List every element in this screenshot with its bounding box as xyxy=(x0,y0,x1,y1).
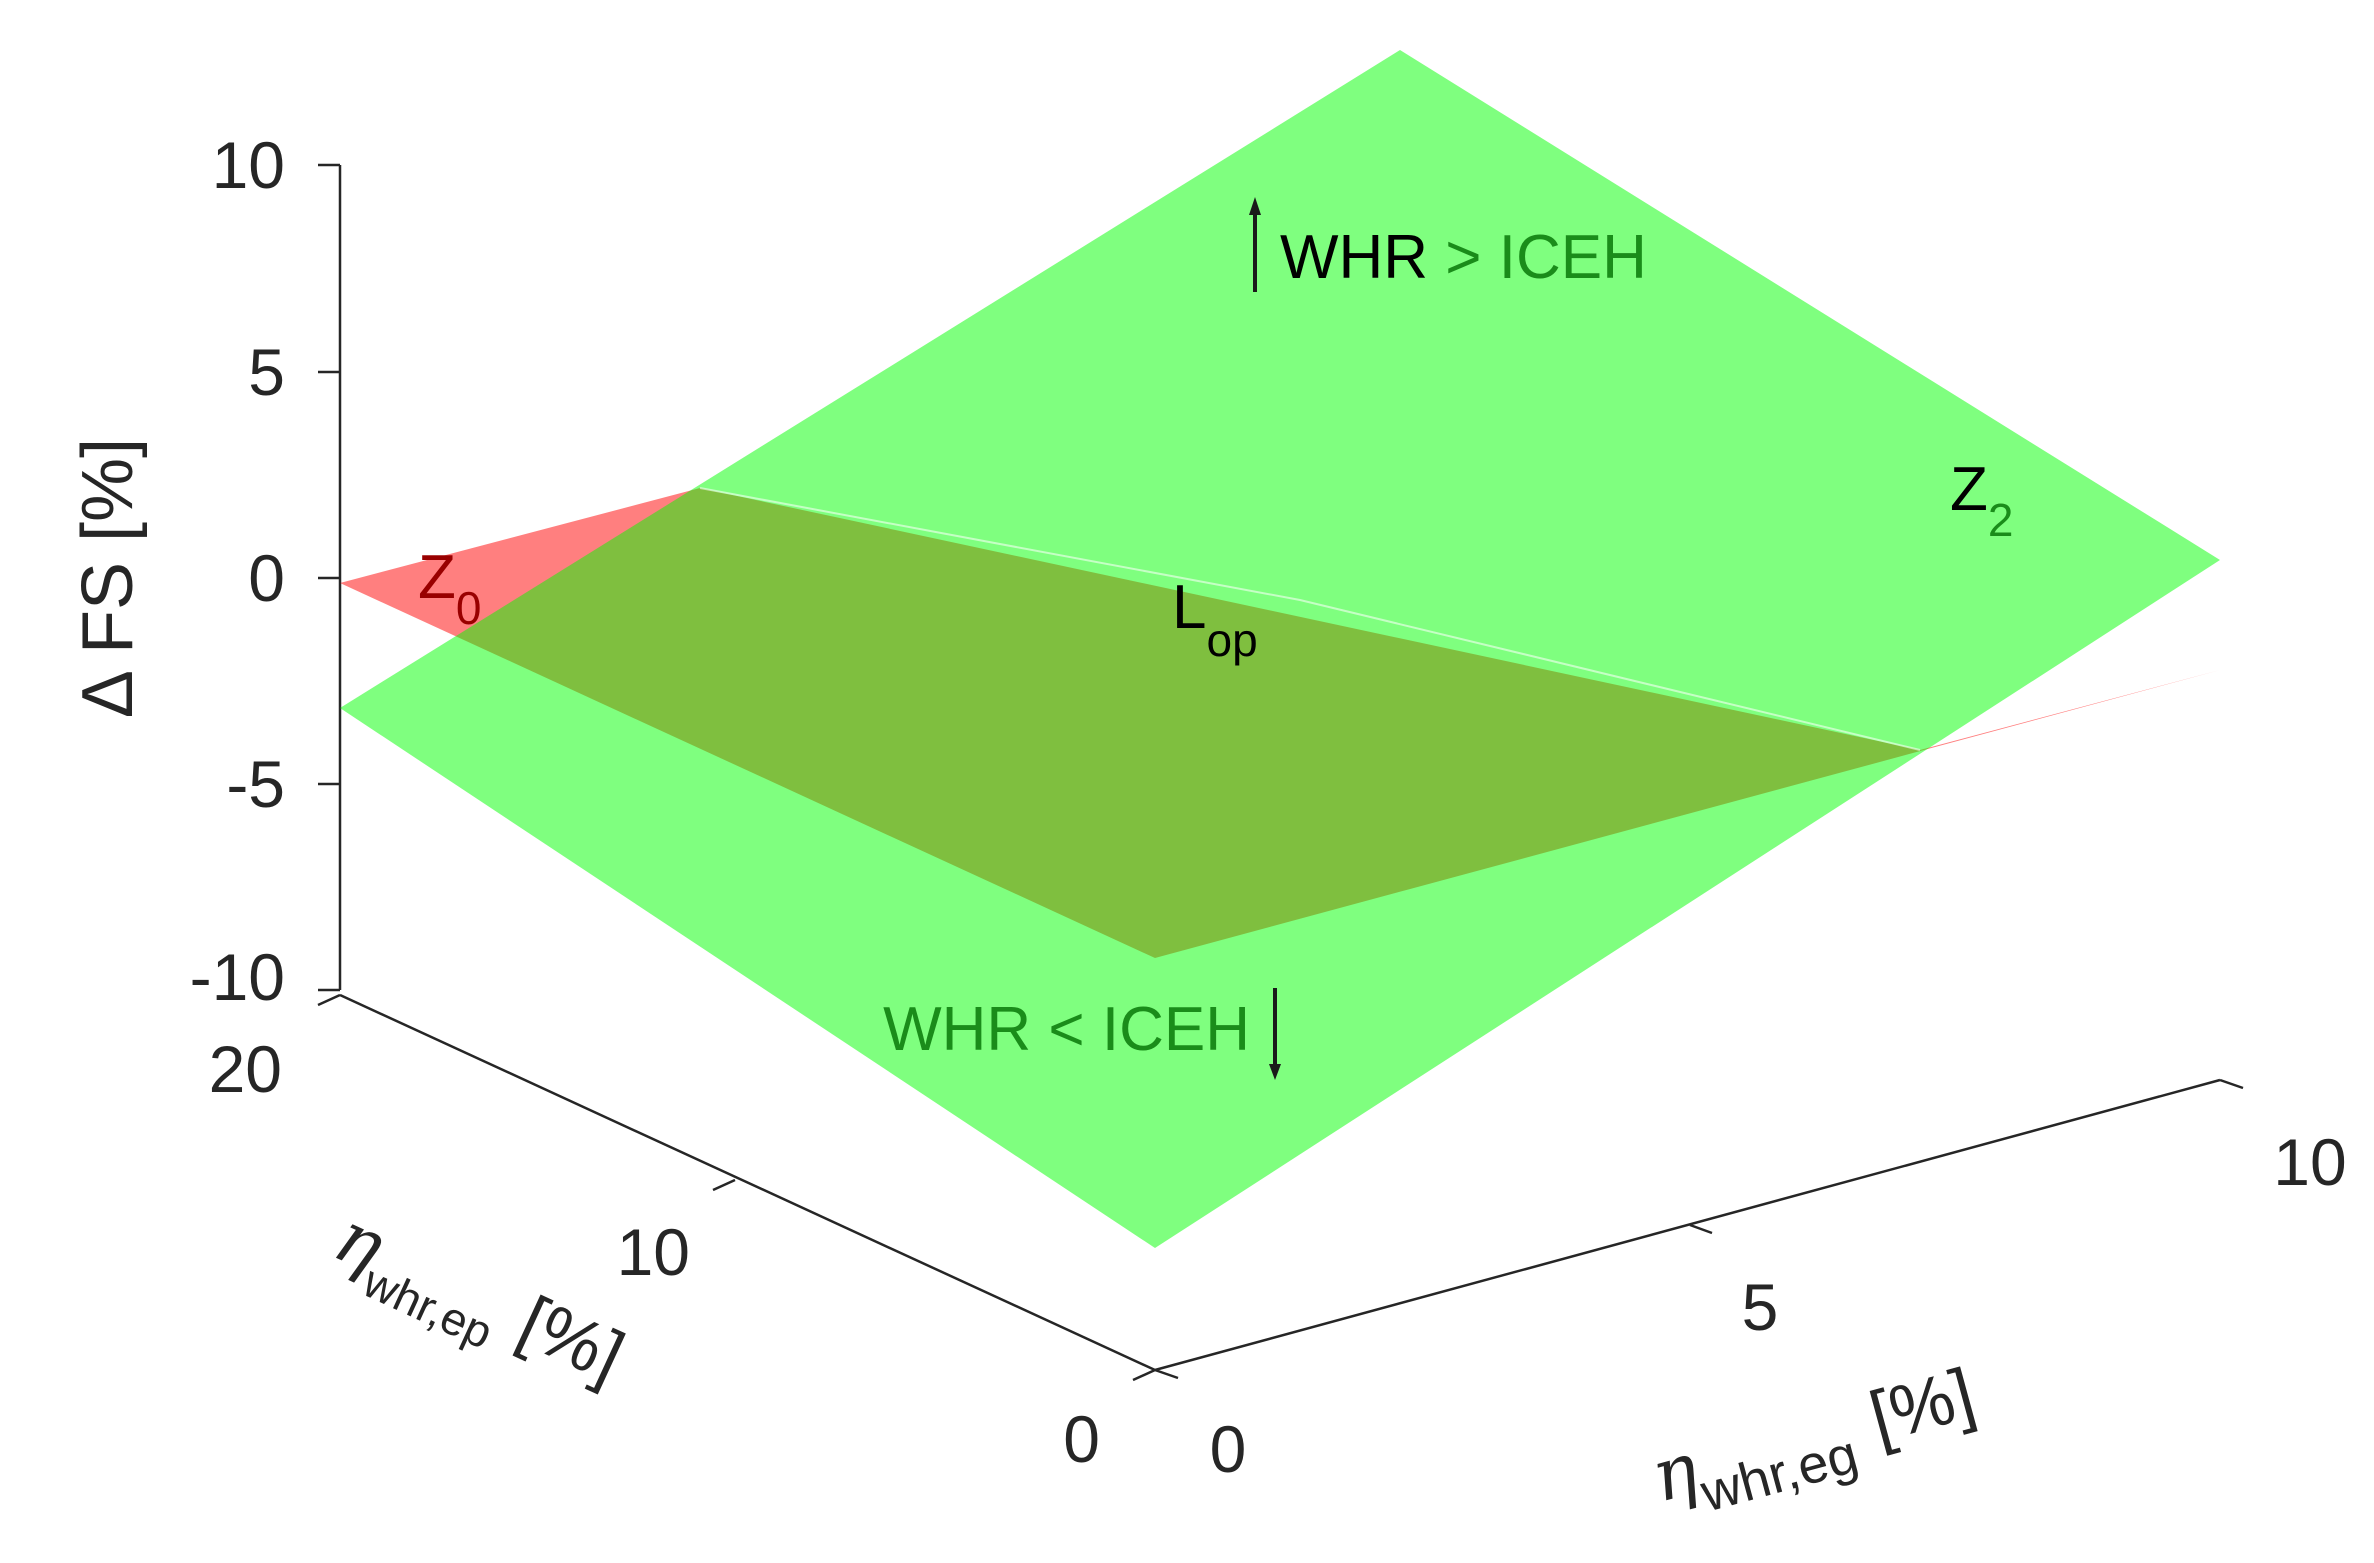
ep-tick-label: 10 xyxy=(617,1215,690,1289)
z0-label: Z0 xyxy=(418,543,481,634)
tick-marks xyxy=(317,163,2244,1382)
z-tick-label: -5 xyxy=(226,747,285,821)
lop-sub: op xyxy=(1206,614,1257,666)
eg-axis-line xyxy=(1154,1078,2221,1372)
eg-tick-label: 5 xyxy=(1742,1270,1779,1344)
ep-axis-unit: [%] xyxy=(507,1282,635,1398)
z-tick-label: 5 xyxy=(248,335,285,409)
ep-tick-label: 20 xyxy=(209,1032,282,1106)
z2-main: Z xyxy=(1950,455,1988,524)
z-tick-label: 10 xyxy=(212,128,285,202)
lop-label: Lop xyxy=(1172,573,1258,666)
surfaces xyxy=(340,50,2220,1248)
up-arrow-head xyxy=(1249,197,1261,215)
upper-annotation-b: > ICEH xyxy=(1428,223,1647,292)
ep-axis-line xyxy=(339,993,1156,1372)
z-tick-label: -10 xyxy=(190,940,285,1014)
eg-axis-subscript: whr,eg xyxy=(1694,1424,1864,1524)
eg-tick-labels: 0 5 10 xyxy=(1210,1125,2347,1486)
surface-z2 xyxy=(340,50,2220,1248)
ep-axis-label: ηwhr,ep[%] xyxy=(317,1194,637,1412)
z-tick-labels: 10 5 0 -5 -10 xyxy=(190,128,285,1014)
upper-annotation: WHR > ICEH xyxy=(1280,223,1647,292)
down-arrow-head xyxy=(1269,1064,1281,1080)
z0-main: Z xyxy=(418,543,456,612)
lop-main: L xyxy=(1172,573,1206,642)
z-axis-label: Δ FS [%] xyxy=(68,438,148,718)
z2-label: Z2 xyxy=(1950,455,2013,546)
eg-tick-label: 10 xyxy=(2273,1125,2346,1199)
lower-annotation: WHR < ICEH xyxy=(883,995,1250,1064)
upper-annotation-a: WHR xyxy=(1280,223,1428,292)
ep-tick-labels: 20 10 0 xyxy=(209,1032,1100,1476)
annotation-arrows xyxy=(1249,197,1281,1080)
eg-axis-label: ηwhr,eg[%] xyxy=(1642,1351,1987,1535)
z-tick-label: 0 xyxy=(248,541,285,615)
ep-tick-label: 0 xyxy=(1063,1402,1100,1476)
intersection-line-lop xyxy=(699,487,1921,751)
eg-tick-label: 0 xyxy=(1210,1412,1247,1486)
z2-sub: 2 xyxy=(1988,494,2014,546)
eg-axis-unit: [%] xyxy=(1862,1354,1983,1458)
z0-sub: 0 xyxy=(456,582,482,634)
ep-axis-subscript: whr,ep xyxy=(355,1254,501,1358)
